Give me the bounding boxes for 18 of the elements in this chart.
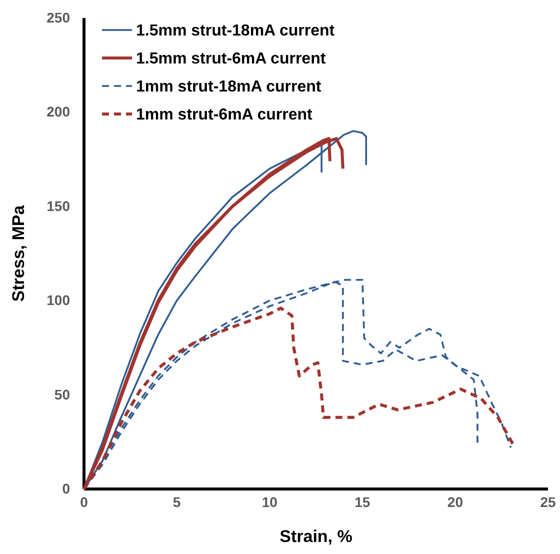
y-tick-label: 50 [54, 386, 70, 402]
x-tick-label: 25 [540, 494, 556, 510]
legend-label: 1.5mm strut-6mA current [136, 50, 326, 68]
y-tick-label: 0 [62, 480, 70, 496]
x-tick-label: 0 [80, 494, 88, 510]
y-tick-label: 200 [46, 104, 70, 120]
x-tick-label: 5 [172, 494, 181, 510]
x-axis-title: Strain, % [280, 527, 352, 546]
y-tick-label: 150 [46, 198, 70, 214]
x-tick-label: 20 [447, 494, 464, 510]
legend-label: 1mm strut-18mA current [136, 78, 322, 96]
y-tick-label: 250 [46, 9, 70, 26]
x-tick-label: 10 [262, 494, 278, 510]
legend-label: 1.5mm strut-18mA current [136, 22, 336, 40]
y-tick-label: 100 [46, 292, 70, 308]
legend-label: 1mm strut-6mA current [136, 106, 314, 124]
y-axis-title: Stress, MPa [9, 204, 28, 302]
x-tick-label: 15 [354, 494, 370, 510]
